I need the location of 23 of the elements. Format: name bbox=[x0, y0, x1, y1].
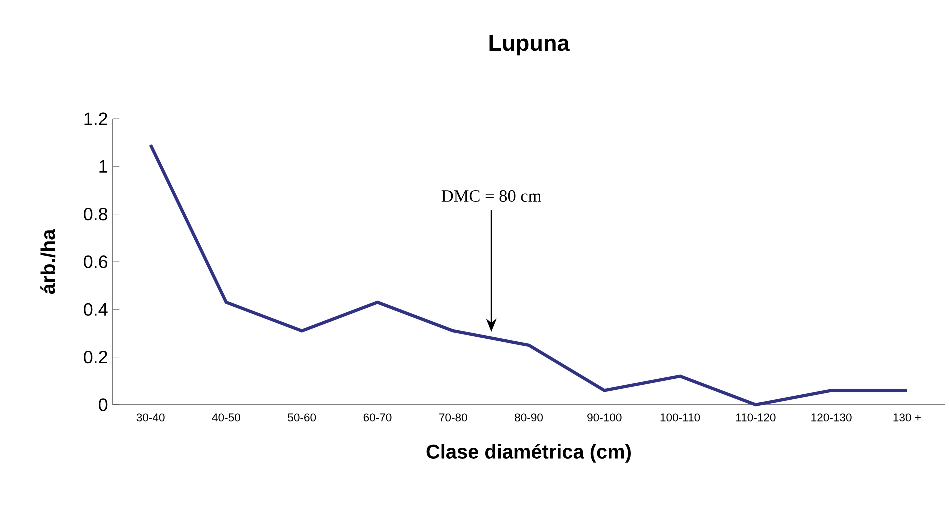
x-tick-label: 30-40 bbox=[136, 414, 165, 422]
x-tick-label: 100-110 bbox=[660, 414, 700, 422]
x-axis-title: Clase diamétrica (cm) bbox=[426, 444, 631, 463]
x-tick-label: 130 + bbox=[894, 414, 921, 422]
y-tick-label: 0.6 bbox=[84, 256, 108, 268]
x-tick-label: 60-70 bbox=[364, 414, 392, 422]
x-tick-label: 50-60 bbox=[288, 414, 316, 422]
x-tick-label: 90-100 bbox=[588, 414, 622, 422]
line-series bbox=[149, 144, 909, 407]
y-axis-title: árb./ha bbox=[40, 229, 56, 294]
x-tick-label: 80-90 bbox=[515, 414, 543, 422]
y-tick-label: 1 bbox=[100, 160, 108, 173]
x-tick-label: 120-130 bbox=[812, 414, 852, 422]
x-tick-label: 40-50 bbox=[212, 414, 240, 422]
y-tick-label: 1.2 bbox=[84, 112, 108, 126]
x-tick-label: 70-80 bbox=[440, 414, 468, 422]
x-tick-label: 110-120 bbox=[736, 414, 776, 422]
chart-title: Lupuna bbox=[490, 35, 570, 56]
y-tick-label: 0 bbox=[99, 398, 108, 412]
y-tick-label: 0.2 bbox=[84, 350, 108, 364]
y-tick-label: 0.4 bbox=[84, 303, 108, 316]
annotation: DMC = 80 cm bbox=[442, 190, 542, 202]
y-tick-label: 0.8 bbox=[84, 208, 108, 221]
